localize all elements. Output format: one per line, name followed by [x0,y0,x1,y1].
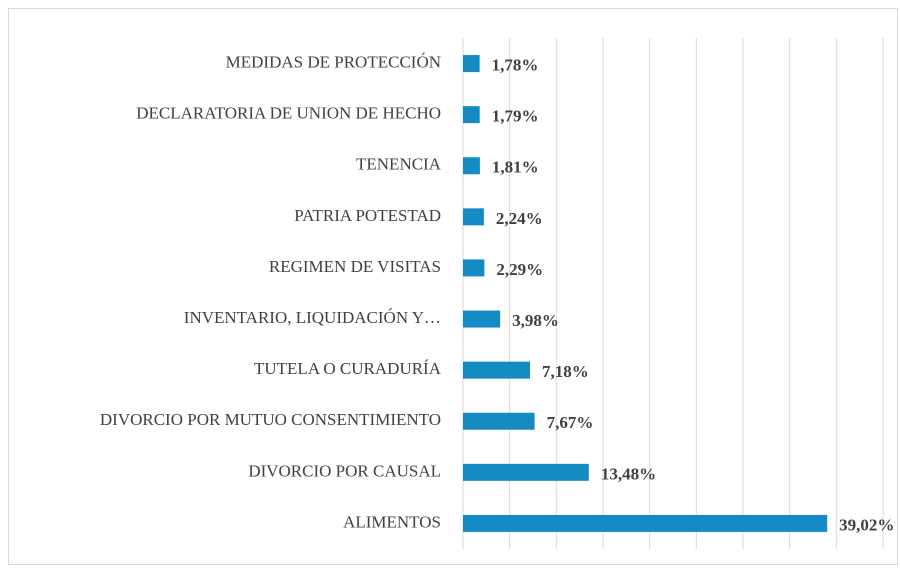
bar [463,412,535,430]
bar [463,157,480,175]
data-label: 13,48% [601,464,656,483]
data-label: 3,98% [512,311,559,330]
y-tick-label: TUTELA O CURADURÍA [254,359,442,378]
bar [463,259,485,277]
data-label: 39,02% [839,515,894,534]
y-tick-label: REGIMEN DE VISITAS [269,257,441,276]
y-tick-label: DIVORCIO POR MUTUO CONSENTIMIENTO [100,410,441,429]
y-tick-label: TENENCIA [356,155,442,174]
data-label: 1,79% [492,107,539,126]
chart-border [8,8,898,565]
bar [463,310,501,328]
data-label: 2,24% [496,209,543,228]
bar [463,55,480,73]
bar [463,106,480,124]
data-label: 7,67% [547,413,594,432]
y-tick-label: INVENTARIO, LIQUIDACIÓN Y… [184,308,441,327]
y-tick-label: DECLARATORIA DE UNION DE HECHO [136,104,441,123]
data-label: 1,81% [492,158,539,177]
bar [463,361,531,379]
data-label: 7,18% [542,362,589,381]
bar [463,208,484,226]
y-tick-label: MEDIDAS DE PROTECCIÓN [226,52,441,71]
data-label: 2,29% [496,260,543,279]
data-label: 1,78% [492,55,539,74]
y-tick-label: DIVORCIO POR CAUSAL [248,461,441,480]
y-tick-label: ALIMENTOS [343,512,441,531]
bar [463,514,828,532]
y-tick-label: PATRIA POTESTAD [294,206,441,225]
bar [463,463,589,481]
